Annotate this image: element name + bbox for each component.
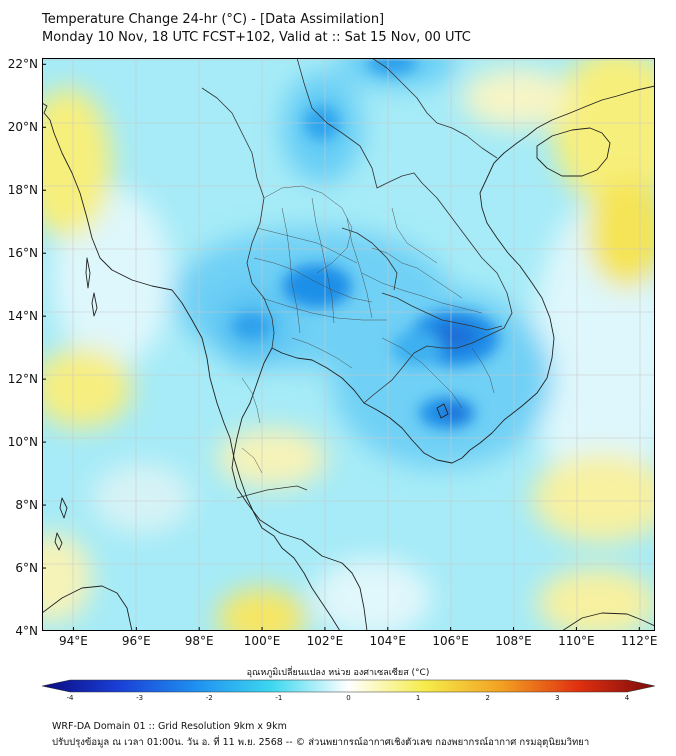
lat-tick-label: 8°N — [15, 498, 38, 513]
lon-tick-label: 106°E — [432, 634, 469, 648]
colorbar — [41, 679, 656, 693]
lon-tick-label: 96°E — [121, 634, 151, 648]
map-title: Temperature Change 24-hr (°C) - [Data As… — [42, 12, 385, 27]
province-borders — [241, 185, 495, 474]
temperature-change-map — [42, 58, 655, 631]
footer-credits: ปรับปรุงข้อมูล ณ เวลา 01:00น. วัน อ. ที่… — [52, 737, 590, 748]
map-frame — [42, 58, 655, 631]
axis-tick-marks — [42, 63, 640, 631]
gridlines — [42, 58, 655, 631]
lon-tick-label: 108°E — [495, 634, 532, 648]
lat-tick-label: 22°N — [7, 57, 38, 72]
footer-domain-info: WRF-DA Domain 01 :: Grid Resolution 9km … — [52, 721, 287, 732]
lon-tick-label: 94°E — [58, 634, 88, 648]
colorbar-tick-label: -1 — [275, 694, 283, 702]
colorbar-tick-label: 3 — [555, 694, 560, 702]
lon-tick-label: 112°E — [621, 634, 658, 648]
colorbar-tick-label: 4 — [624, 694, 630, 702]
lat-tick-label: 16°N — [7, 246, 38, 261]
colorbar-tick-label: -2 — [205, 694, 213, 702]
coastlines — [42, 85, 655, 631]
lon-tick-label: 100°E — [243, 634, 281, 648]
lon-tick-label: 102°E — [306, 634, 344, 648]
colorbar-tick-label: 2 — [485, 694, 490, 702]
lon-tick-label: 98°E — [184, 634, 214, 648]
lat-tick-label: 20°N — [7, 120, 38, 135]
lat-tick-label: 10°N — [7, 435, 38, 450]
lat-tick-label: 18°N — [7, 183, 38, 198]
map-panel — [42, 58, 655, 631]
map-subtitle: Monday 10 Nov, 18 UTC FCST+102, Valid at… — [42, 30, 471, 45]
lat-tick-label: 4°N — [15, 624, 38, 638]
colorbar-bar — [41, 679, 656, 693]
colorbar-tick-label: 0 — [346, 694, 351, 702]
lon-tick-label: 110°E — [558, 634, 595, 648]
lat-tick-label: 14°N — [7, 309, 38, 324]
colorbar-tick-label: -3 — [136, 694, 144, 702]
lon-tick-label: 104°E — [369, 634, 407, 648]
colorbar-tick-label: 1 — [415, 694, 421, 702]
lat-tick-label: 12°N — [7, 372, 38, 387]
lat-tick-label: 6°N — [15, 561, 38, 576]
colorbar-label: อุณหภูมิเปลี่ยนแปลง หน่วย องศาเซลเซียส (… — [246, 668, 430, 678]
colorbar-tick-label: -4 — [66, 694, 74, 702]
